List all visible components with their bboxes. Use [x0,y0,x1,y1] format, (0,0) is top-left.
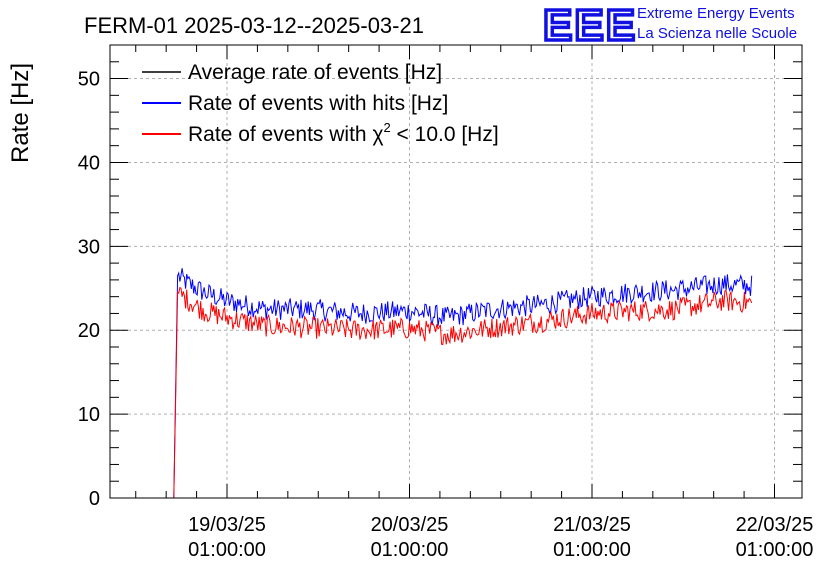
y-tick-label: 10 [78,404,100,426]
x-tick-label-time: 01:00:00 [736,539,814,561]
x-tick-label-date: 21/03/25 [553,514,631,536]
y-tick-label: 30 [78,236,100,258]
legend-label-chi2-prefix: Rate of events with [188,123,372,146]
y-tick-label: 20 [78,320,100,342]
series-line-hits [173,268,753,499]
y-axis-label: Rate [Hz] [7,63,34,163]
x-tick-label-time: 01:00:00 [188,539,266,561]
y-tick-label: 50 [78,69,100,91]
x-tick-label-time: 01:00:00 [553,539,631,561]
legend-label-hits: Rate of events with hits [Hz] [188,92,448,115]
y-tick-label: 0 [89,488,100,510]
grid [110,45,802,498]
x-tick-labels: 19/03/25 01:00:00 20/03/25 01:00:00 21/03/25… [188,514,813,561]
series-line-chi2 [173,286,753,499]
legend-label-chi2: Rate of events with χ2 < 10.0 [Hz] [188,120,499,146]
chart-title: FERM-01 2025-03-12--2025-03-21 [84,13,424,38]
legend-label-chi2-suffix: < 10.0 [Hz] [391,123,499,146]
legend-label-average: Average rate of events [Hz] [188,61,442,84]
logo-line1: Extreme Energy Events [637,5,795,22]
logo-letters: EEE [543,1,637,50]
legend-label-chi2-sup: 2 [383,120,390,135]
legend: Average rate of events [Hz] Rate of even… [142,61,499,146]
x-tick-label-date: 20/03/25 [371,514,449,536]
eee-logo: EEE Extreme Energy Events La Scienza nel… [541,0,797,52]
x-tick-label-time: 01:00:00 [371,539,449,561]
series-group [173,268,753,499]
logo-line2: La Scienza nelle Scuole [637,25,797,42]
y-tick-labels: 0 10 20 30 40 50 [78,69,100,510]
x-tick-label-date: 22/03/25 [736,514,814,536]
x-tick-label-date: 19/03/25 [188,514,266,536]
axis-ticks [110,44,802,499]
plot-frame [109,44,803,499]
legend-label-chi2-symbol: χ [372,123,383,146]
y-tick-label: 40 [78,152,100,174]
